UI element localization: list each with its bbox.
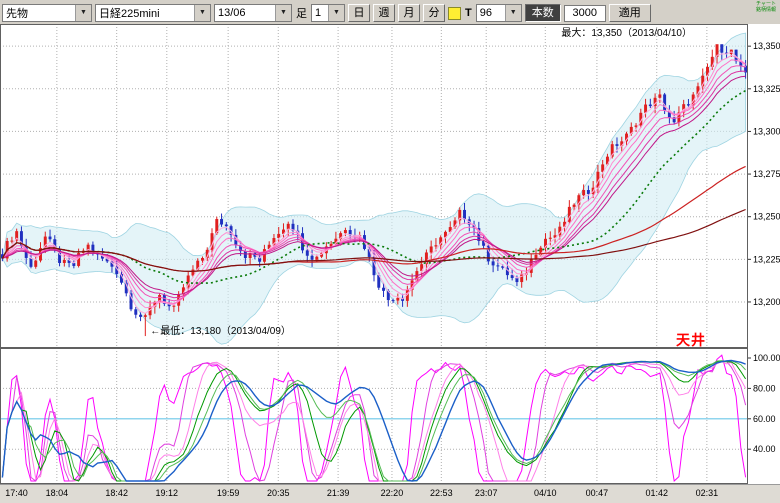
corner-note: チャート銘柄情報 [756, 1, 777, 13]
main-chart-panel: 13,350 13,325 13,300 13,275 13,250 13,225 13,2… [0, 24, 780, 348]
tick-label: T [465, 7, 472, 19]
svg-text:←最低：13,180（2013/04/09）: ←最低：13,180（2013/04/09） [150, 324, 291, 337]
svg-text:13,200: 13,200 [753, 297, 780, 307]
period-week-button[interactable]: 週 [373, 4, 395, 22]
instrument-type-value: 先物 [6, 8, 28, 20]
time-label: 01:42 [645, 488, 668, 498]
svg-text:13,275: 13,275 [753, 169, 780, 179]
time-label: 20:35 [266, 488, 290, 498]
svg-text:80.00: 80.00 [753, 383, 776, 393]
chevron-down-icon[interactable]: ▼ [75, 5, 91, 21]
interval-select[interactable]: 1 ▼ [311, 4, 345, 22]
chevron-down-icon[interactable]: ▼ [194, 5, 210, 21]
tick-count-value: 96 [479, 7, 492, 19]
ceiling-label: 天井 [676, 332, 706, 348]
apply-button[interactable]: 適用 [608, 4, 651, 22]
svg-text:13,250: 13,250 [753, 212, 780, 222]
symbol-value: 日経225mini [99, 8, 160, 20]
time-label: 02:31 [695, 488, 719, 498]
time-label: 23:07 [474, 488, 498, 498]
oscillator-canvas[interactable]: 100.00 80.00 60.00 40.00 [0, 348, 780, 484]
svg-text:13,225: 13,225 [753, 254, 780, 264]
time-label: 19:59 [216, 488, 240, 498]
toolbar: 先物 ▼ 日経225mini ▼ 13/06 ▼ 足 1 ▼ 日 週 月 分 T… [0, 0, 780, 24]
chevron-down-icon[interactable]: ▼ [328, 5, 344, 21]
interval-value: 1 [315, 7, 322, 19]
period-minute-button[interactable]: 分 [423, 4, 445, 22]
time-axis: 17:40 18:04 18:42 19:12 19:59 20:35 21:39 22:20… [0, 484, 780, 503]
bar-count-toggle[interactable]: 本数 [524, 4, 561, 22]
period-month-button[interactable]: 月 [398, 4, 420, 22]
time-label: 22:53 [430, 488, 453, 498]
oscillator-panel: 100.00 80.00 60.00 40.00 [0, 348, 780, 484]
svg-text:最大：13,350（2013/04/10）: 最大：13,350（2013/04/10） [561, 26, 692, 39]
svg-text:13,325: 13,325 [753, 84, 780, 94]
bar-count-input[interactable] [563, 4, 606, 22]
time-label: 04/10 [534, 488, 557, 498]
time-label: 22:20 [380, 488, 404, 498]
instrument-type-select[interactable]: 先物 ▼ [2, 4, 92, 22]
time-label: 19:12 [155, 488, 179, 498]
contract-month-value: 13/06 [218, 7, 246, 19]
period-day-button[interactable]: 日 [348, 4, 370, 22]
tick-count-select[interactable]: 96 ▼ [475, 4, 522, 22]
time-label: 18:04 [45, 488, 69, 498]
svg-text:60.00: 60.00 [753, 414, 776, 424]
tick-checkbox[interactable] [448, 6, 461, 20]
contract-month-select[interactable]: 13/06 ▼ [214, 4, 292, 22]
chevron-down-icon[interactable]: ▼ [504, 5, 521, 21]
svg-text:13,350: 13,350 [753, 41, 780, 51]
ashi-label: 足 [296, 8, 307, 20]
time-label: 21:39 [326, 488, 350, 498]
time-label: 00:47 [585, 488, 609, 498]
chevron-down-icon[interactable]: ▼ [275, 5, 291, 21]
svg-text:100.00: 100.00 [753, 353, 780, 363]
price-chart-canvas[interactable]: 13,350 13,325 13,300 13,275 13,250 13,225 13,2… [0, 24, 780, 348]
svg-text:13,300: 13,300 [753, 126, 780, 136]
time-label: 17:40 [5, 488, 28, 498]
svg-text:40.00: 40.00 [753, 444, 776, 454]
time-label: 18:42 [105, 488, 128, 498]
symbol-select[interactable]: 日経225mini ▼ [95, 4, 211, 22]
